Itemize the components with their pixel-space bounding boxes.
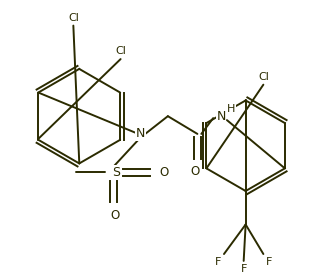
Text: Cl: Cl xyxy=(258,72,269,82)
Text: N: N xyxy=(216,110,226,123)
Text: F: F xyxy=(266,257,273,267)
Text: F: F xyxy=(215,257,221,267)
Text: S: S xyxy=(112,166,120,179)
Text: O: O xyxy=(110,209,119,222)
Text: Cl: Cl xyxy=(115,46,126,56)
Text: Cl: Cl xyxy=(68,13,79,23)
Text: O: O xyxy=(191,165,200,178)
Text: O: O xyxy=(159,166,169,179)
Text: H: H xyxy=(227,104,235,114)
Text: N: N xyxy=(135,127,145,140)
Text: F: F xyxy=(240,264,247,274)
